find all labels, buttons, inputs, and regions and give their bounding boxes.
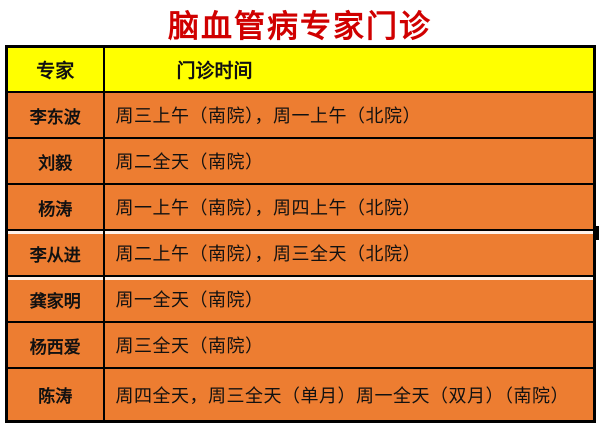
table-row: 龚家明 周一全天（南院） — [5, 275, 596, 323]
expert-name: 龚家明 — [5, 275, 105, 323]
table-row: 杨涛 周一上午（南院），周四上午（北院） — [5, 183, 596, 231]
header-cell-time: 门诊时间 — [102, 45, 596, 93]
table-row: 陈涛 周四全天，周三全天（单月）周一全天（双月）（南院） — [5, 367, 596, 423]
header-row: 专家 门诊时间 — [5, 45, 596, 93]
schedule-text: 周四全天，周三全天（单月）周一全天（双月）（南院） — [102, 367, 596, 423]
schedule-text: 周三上午（南院），周一上午（北院） — [102, 91, 596, 139]
schedule-text: 周二全天（南院） — [102, 137, 596, 185]
table-row: 李从进 周二上午（南院），周三全天（北院） — [5, 229, 596, 277]
table-row: 李东波 周三上午（南院），周一上午（北院） — [5, 91, 596, 139]
schedule-text: 周二上午（南院），周三全天（北院） — [102, 229, 596, 277]
expert-name: 杨西爱 — [5, 321, 105, 369]
schedule-text: 周一上午（南院），周四上午（北院） — [102, 183, 596, 231]
page-title: 脑血管病专家门诊 — [168, 9, 432, 44]
schedule-text: 周一全天（南院） — [102, 275, 596, 323]
expert-name: 李东波 — [5, 91, 105, 139]
table-row: 刘毅 周二全天（南院） — [5, 137, 596, 185]
expert-name: 李从进 — [5, 229, 105, 277]
table-header: 专家 门诊时间 — [5, 45, 596, 93]
schedule-text: 周三全天（南院） — [102, 321, 596, 369]
expert-name: 杨涛 — [5, 183, 105, 231]
stray-edge-mark — [596, 226, 599, 240]
expert-name: 陈涛 — [5, 367, 105, 423]
table-row: 杨西爱 周三全天（南院） — [5, 321, 596, 369]
expert-name: 刘毅 — [5, 137, 105, 185]
clinic-schedule-table: 专家 门诊时间 李东波 周三上午（南院），周一上午（北院） 刘毅 周二全天（南院… — [5, 45, 596, 423]
header-cell-expert: 专家 — [5, 45, 105, 93]
